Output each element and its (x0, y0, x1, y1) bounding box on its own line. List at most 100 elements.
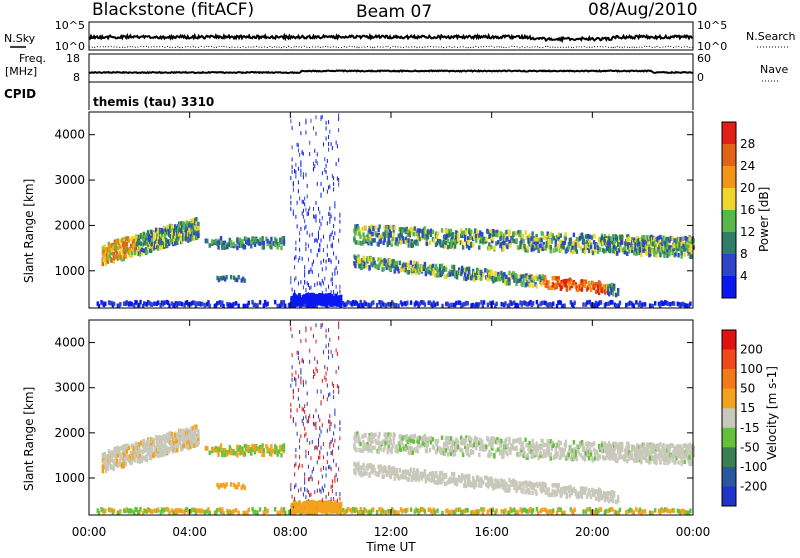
power-cell (414, 226, 416, 231)
power-cell (628, 236, 630, 241)
power-noise (297, 224, 298, 228)
velocity-cell (244, 452, 246, 457)
power-cell (453, 265, 455, 270)
power-noise (324, 277, 325, 281)
power-noise (302, 200, 303, 204)
velocity-cell (563, 452, 565, 457)
power-noise (337, 271, 338, 275)
power-cell (506, 245, 508, 250)
power-cell (195, 217, 197, 222)
power-cell (244, 245, 246, 250)
y-tick-label: 3000 (54, 173, 85, 187)
power-noise (316, 238, 317, 242)
power-cell (230, 275, 232, 280)
power-noise (305, 208, 306, 212)
power-cell (683, 252, 685, 257)
velocity-cell (564, 448, 566, 453)
velocity-cell (270, 444, 272, 449)
power-cell (256, 303, 258, 308)
power-cell (385, 303, 387, 308)
power-noise (319, 219, 320, 223)
power-cell (232, 242, 234, 247)
power-noise (328, 142, 329, 146)
power-noise (297, 201, 298, 205)
power-noise (295, 175, 296, 179)
power-cell (410, 260, 412, 265)
velocity-cell (274, 450, 276, 455)
power-cell (131, 302, 133, 307)
colorbar-tick-label: 24 (740, 159, 755, 173)
power-cell (585, 279, 587, 284)
power-cell (472, 243, 474, 248)
power-noise (328, 285, 329, 289)
power-noise (313, 126, 314, 130)
power-noise (290, 276, 291, 280)
power-noise (292, 145, 293, 149)
power-cell (102, 262, 104, 267)
velocity-cell (394, 433, 396, 438)
power-noise (317, 182, 318, 186)
cpid-label: CPID (4, 87, 36, 101)
power-cell (236, 246, 238, 251)
power-cell (482, 273, 484, 278)
power-noise (303, 200, 304, 204)
power-noise (319, 248, 320, 252)
power-cell (478, 245, 480, 250)
power-noise (309, 152, 310, 156)
velocity-cell (131, 509, 133, 513)
power-cell (259, 241, 261, 246)
power-noise (326, 126, 327, 130)
velocity-cell (119, 509, 121, 514)
power-cell (230, 243, 232, 248)
power-cell (566, 287, 568, 292)
velocity-cell (400, 448, 402, 453)
power-noise (331, 214, 332, 218)
power-cell (581, 287, 583, 292)
power-noise (304, 270, 305, 274)
power-cell (221, 245, 223, 250)
power-cell (508, 281, 510, 286)
power-cell (354, 231, 356, 236)
power-cell (437, 231, 439, 236)
power-noise (323, 188, 324, 192)
power-noise (329, 235, 330, 239)
power-noise (327, 159, 328, 163)
velocity-cell (565, 440, 567, 445)
power-noise (293, 183, 294, 187)
power-cell (521, 234, 523, 239)
power-cell (244, 279, 246, 284)
power-cell (625, 303, 627, 308)
power-noise (294, 290, 295, 294)
power-cell (445, 267, 447, 272)
velocity-cell (280, 453, 282, 458)
power-cell (649, 303, 651, 308)
power-cell (522, 239, 524, 244)
power-cell (119, 302, 121, 307)
velocity-cell (230, 482, 232, 487)
power-cell (139, 300, 141, 305)
power-noise (304, 219, 305, 223)
power-cell (181, 302, 183, 307)
velocity-cell (102, 469, 104, 474)
velocity-cell (355, 448, 357, 453)
power-cell (379, 239, 381, 244)
power-cell (372, 300, 374, 305)
velocity-cell (206, 446, 208, 451)
power-cell (365, 264, 367, 269)
power-noise (294, 278, 295, 282)
velocity-cell (211, 447, 213, 452)
power-cell (483, 300, 485, 305)
velocity-cell (230, 450, 232, 455)
power-cell (426, 242, 428, 247)
velocity-cell (508, 488, 510, 493)
velocity-cell (548, 487, 550, 492)
velocity-cell (500, 443, 502, 448)
power-cell (523, 244, 525, 249)
power-cell (464, 272, 466, 277)
power-noise (321, 182, 322, 186)
power-noise (331, 233, 332, 237)
freq-panel: Freq. [MHz] 18 8 60 0 Nave (5, 52, 788, 84)
velocity-cell (522, 486, 524, 491)
power-noise (300, 280, 301, 284)
